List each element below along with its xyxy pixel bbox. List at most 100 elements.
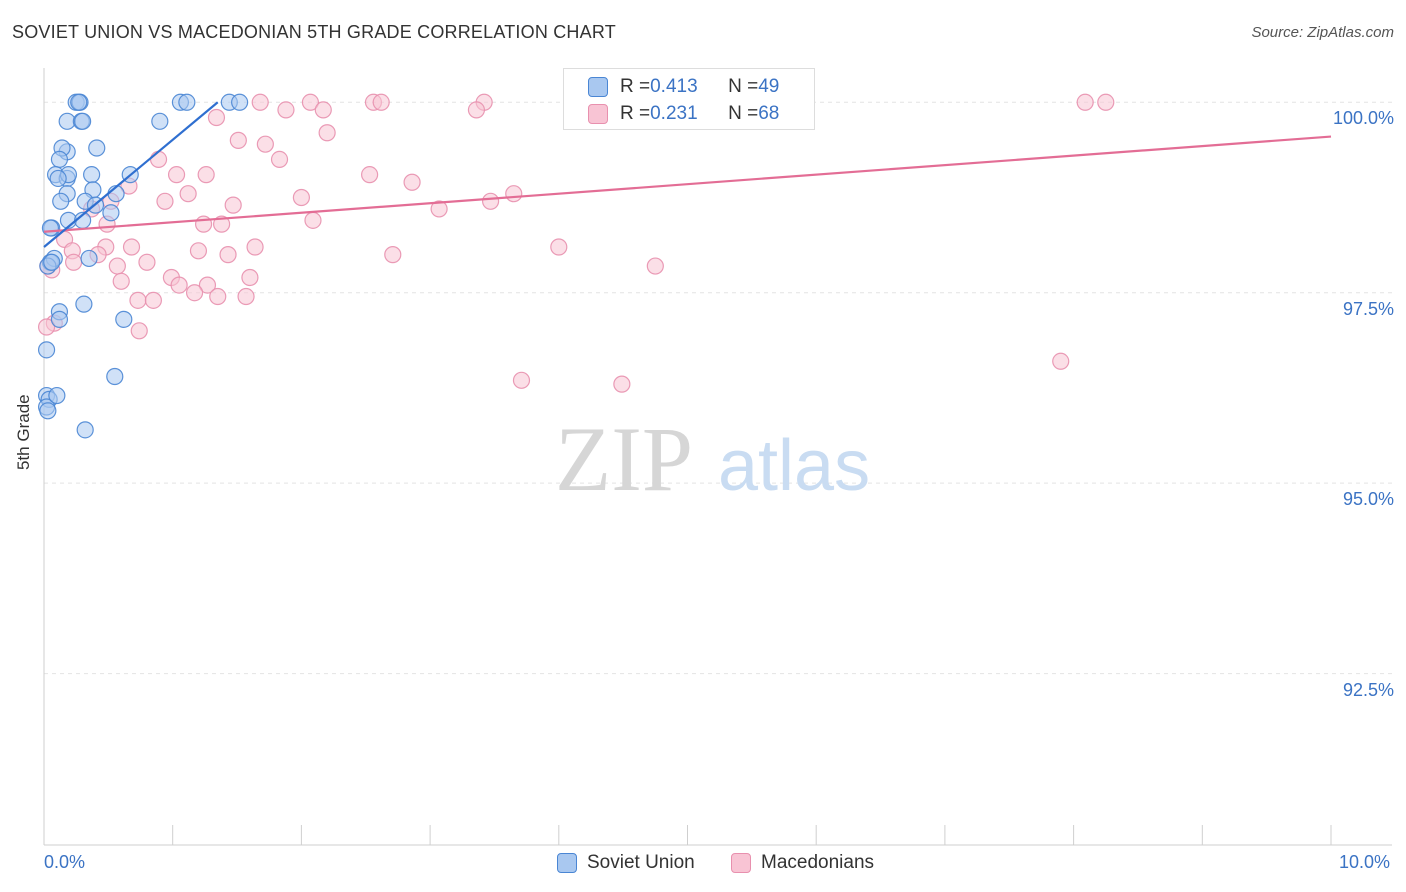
legend-item-soviet-union[interactable]: Soviet Union — [557, 852, 695, 874]
stats-row-soviet: R = 0.413 N = 49 — [564, 73, 779, 100]
macedonians-point — [646, 257, 664, 275]
soviet-union-point — [102, 204, 120, 222]
macedonians-point — [1097, 93, 1115, 111]
grid-lines — [44, 101, 1392, 675]
y-tick-label: 100.0% — [1332, 108, 1394, 129]
macedonians-point — [270, 150, 289, 169]
legend-item-macedonians[interactable]: Macedonians — [731, 852, 874, 874]
soviet-union-point — [231, 93, 249, 111]
stats-row-macedonians: R = 0.231 N = 68 — [564, 100, 779, 127]
soviet-union-point — [50, 150, 69, 169]
macedonians-point — [301, 93, 320, 111]
soviet-union-point — [83, 166, 101, 184]
soviet-union-trend-line — [43, 101, 219, 248]
stats-legend: R = 0.413 N = 49 R = 0.231 N = 68 — [563, 68, 815, 130]
macedonians-point — [241, 268, 259, 287]
macedonians-point — [237, 287, 255, 306]
n-label: N = — [728, 102, 759, 124]
macedonians-point — [213, 215, 231, 233]
macedonians-point — [318, 124, 336, 142]
macedonians-point — [314, 101, 332, 119]
bottom-legend: Soviet Union Macedonians — [0, 852, 1406, 878]
macedonians-point — [197, 166, 215, 184]
macedonians-legend-swatch — [731, 853, 751, 873]
y-axis-label: 5th Grade — [14, 394, 33, 470]
macedonians-point — [179, 185, 197, 203]
macedonians-point — [219, 246, 237, 264]
macedonians-point — [129, 291, 147, 309]
macedonians-point — [256, 135, 274, 153]
macedonians-point — [372, 93, 390, 111]
macedonians-point — [108, 257, 126, 275]
r-label: R = — [620, 102, 651, 124]
soviet-union-point — [88, 139, 106, 157]
macedonians-point — [198, 276, 217, 294]
macedonians-point — [1052, 352, 1070, 370]
macedonians-swatch — [588, 103, 608, 124]
x-tick-label-max: 10.0% — [1339, 852, 1391, 872]
macedonians-point — [112, 272, 130, 290]
macedonians-point — [167, 166, 186, 184]
macedonians-point — [613, 375, 631, 393]
soviet-union-point — [75, 295, 93, 313]
macedonians-point — [251, 93, 269, 111]
r-label: R = — [620, 75, 651, 97]
macedonians-point — [130, 322, 148, 340]
macedonians-trend-line — [43, 135, 1332, 233]
n-label: N = — [728, 75, 759, 97]
macedonians-point — [430, 200, 448, 218]
macedonians-point — [467, 101, 486, 119]
macedonians-point — [292, 188, 310, 207]
macedonians-point — [189, 242, 208, 260]
n-value: 49 — [758, 75, 780, 97]
soviet-union-point — [115, 310, 133, 328]
macedonians-point — [304, 211, 322, 229]
macedonians-points — [37, 93, 1115, 393]
macedonians-point — [403, 173, 421, 191]
trend-lines — [43, 101, 1332, 248]
macedonians-point — [138, 253, 156, 271]
legend-label: Macedonians — [761, 852, 875, 873]
watermark-atlas: atlas — [718, 426, 870, 506]
macedonians-point — [156, 192, 174, 210]
macedonians-point — [122, 238, 141, 256]
soviet-union-point — [80, 249, 98, 268]
macedonians-point — [246, 238, 264, 256]
macedonians-point — [37, 318, 56, 336]
macedonians-point — [384, 246, 402, 264]
soviet-union-point — [76, 421, 94, 439]
soviet-swatch — [588, 76, 608, 97]
soviet-union-point — [48, 386, 66, 405]
macedonians-point — [224, 196, 242, 214]
macedonians-point — [207, 108, 226, 127]
macedonians-point — [1076, 93, 1094, 111]
macedonians-point — [209, 287, 227, 306]
axes — [43, 68, 1392, 846]
soviet-union-point — [70, 93, 88, 111]
soviet-union-point — [43, 253, 61, 271]
source-label: Source: ZipAtlas.com — [1251, 24, 1394, 41]
macedonians-point — [229, 131, 247, 149]
soviet-union-point — [151, 112, 169, 130]
macedonians-point — [512, 371, 531, 389]
soviet-union-point — [50, 310, 69, 328]
macedonians-point — [481, 192, 500, 210]
r-value: 0.413 — [650, 75, 698, 97]
y-tick-label: 92.5% — [1342, 679, 1394, 700]
macedonians-point — [277, 101, 295, 119]
y-tick-label: 97.5% — [1342, 298, 1394, 319]
macedonians-point — [185, 284, 204, 302]
x-tick-label-min: 0.0% — [44, 852, 86, 872]
soviet-union-point — [49, 169, 67, 188]
soviet-union-point — [39, 402, 57, 420]
y-tick-label: 95.0% — [1342, 489, 1394, 510]
macedonians-point — [144, 291, 162, 309]
r-value: 0.231 — [650, 102, 698, 124]
soviet-legend-swatch — [557, 853, 577, 873]
macedonians-point — [170, 276, 188, 294]
soviet-union-point — [106, 367, 124, 386]
soviet-union-point — [74, 112, 92, 130]
chart-title: SOVIET UNION VS MACEDONIAN 5TH GRADE COR… — [12, 22, 616, 42]
macedonians-point — [505, 185, 523, 203]
